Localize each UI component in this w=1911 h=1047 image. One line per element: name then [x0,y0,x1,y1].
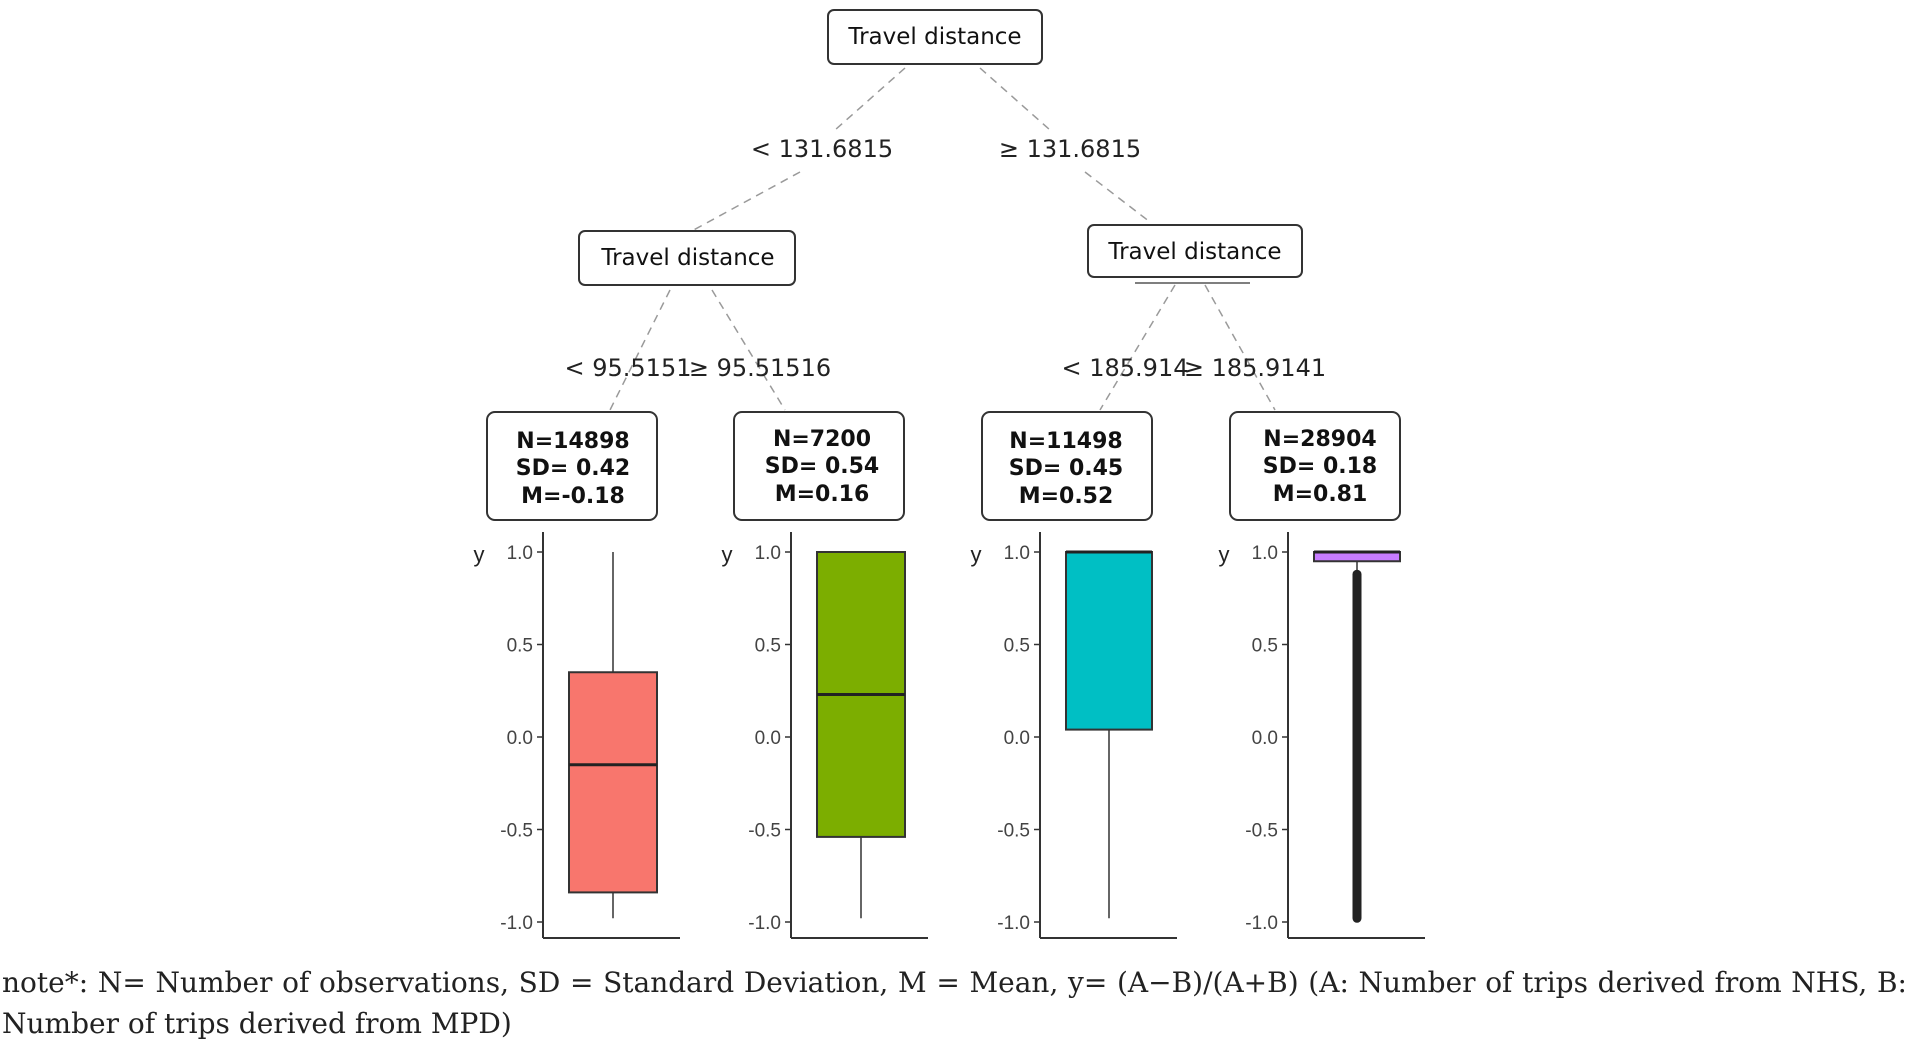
leaf-3-tick-label: 0.5 [1004,636,1030,657]
leaf-2-tick-label: 1.0 [755,543,781,564]
leaf-2-info: N=7200 SD= 0.54 M=0.16 [733,411,905,521]
left-split-right-label: ≥ 95.51516 [689,354,831,382]
leaf-3-box [1065,551,1153,731]
right-node-label: Travel distance [1107,239,1281,265]
right-split-left-label: < 185.914 [1062,354,1189,382]
right-internal-node: Travel distance [1087,224,1303,278]
leaf-1-tick-label: -0.5 [500,821,533,842]
leaf-3-tick-label: 1.0 [1004,543,1030,564]
leaf-4-n: N=28904 [1263,427,1376,452]
leaf-2-n: N=7200 [773,427,871,452]
leaf-3-info: N=11498 SD= 0.45 M=0.52 [981,411,1153,521]
root-split-left-label: < 131.6815 [751,135,893,163]
root-node-label: Travel distance [847,24,1021,50]
left-node-label: Travel distance [600,245,774,271]
leaf-3-tick-label: 0.0 [1004,728,1030,749]
leaf-3-panel: y 1.0 0.5 0.0 -0.5 -1.0 [971,532,1177,939]
edge-root-right-upper [979,67,1051,131]
leaf-4-info: N=28904 SD= 0.18 M=0.81 [1229,411,1401,521]
root-node: Travel distance [827,9,1043,65]
leaf-2-m: M=0.16 [775,482,870,507]
edge-right-left [1099,284,1176,411]
leaf-3-sd: SD= 0.45 [1009,456,1123,481]
leaf-2-y-label: y [722,542,733,567]
leaf-3-tick-label: -0.5 [997,821,1030,842]
leaf-2-panel: y 1.0 0.5 0.0 -0.5 -1.0 [722,532,928,939]
leaf-2-sd: SD= 0.54 [765,454,879,479]
leaf-3-n: N=11498 [1009,429,1122,454]
edge-root-right-lower [1084,171,1151,223]
leaf-1-sd: SD= 0.42 [516,456,630,481]
edge-root-left-lower [689,171,801,233]
edge-left-left [609,289,671,411]
right-split-right-label: ≥ 185.9141 [1184,354,1326,382]
leaf-4-tick-label: 0.0 [1252,728,1278,749]
root-split-right-label: ≥ 131.6815 [999,135,1141,163]
leaf-1-tick-label: -1.0 [500,913,533,934]
leaf-1-tick-label: 0.0 [507,728,533,749]
edge-right-right [1204,284,1276,411]
leaf-4-tick-label: -1.0 [1245,913,1278,934]
leaf-4-tick-label: 1.0 [1252,543,1278,564]
leaf-2-tick-label: -1.0 [748,913,781,934]
figure-note: note*: N= Number of observations, SD = S… [2,966,1907,1040]
leaf-4-sd: SD= 0.18 [1263,454,1377,479]
leaf-3-m: M=0.52 [1019,484,1114,509]
leaf-4-m: M=0.81 [1273,482,1368,507]
leaf-1-tick-label: 0.5 [507,636,533,657]
edge-root-left-upper [834,67,906,131]
leaf-1-y-label: y [474,542,485,567]
leaf-1-tick-label: 1.0 [507,543,533,564]
boxplot-panels: y 1.0 0.5 0.0 -0.5 -1.0 y 1.0 0.5 0.0 -0.5 -1.0 y 1.0… [474,532,1425,939]
edge-left-right [711,289,786,411]
leaf-4-tick-label: 0.5 [1252,636,1278,657]
leaf-4-panel: y 1.0 0.5 0.0 -0.5 -1.0 [1219,532,1425,939]
leaf-1-info: N=14898 SD= 0.42 M=-0.18 [486,411,658,521]
regression-tree-diagram: Travel distance < 131.6815 ≥ 131.6815 Tr… [474,9,1425,939]
tree-edges [609,67,1276,411]
leaf-2-tick-label: 0.5 [755,636,781,657]
leaf-3-tick-label: -1.0 [997,913,1030,934]
leaf-1-box [568,671,658,894]
leaf-2-tick-label: 0.0 [755,728,781,749]
leaf-1-panel: y 1.0 0.5 0.0 -0.5 -1.0 [474,532,680,939]
leaf-1-n: N=14898 [516,429,629,454]
leaf-2-tick-label: -0.5 [748,821,781,842]
leaf-4-tick-label: -0.5 [1245,821,1278,842]
leaf-4-y-label: y [1219,542,1230,567]
left-internal-node: Travel distance [578,230,796,286]
leaf-3-y-label: y [971,542,982,567]
leaf-1-m: M=-0.18 [521,484,625,509]
left-split-left-label: < 95.5151 [565,354,692,382]
